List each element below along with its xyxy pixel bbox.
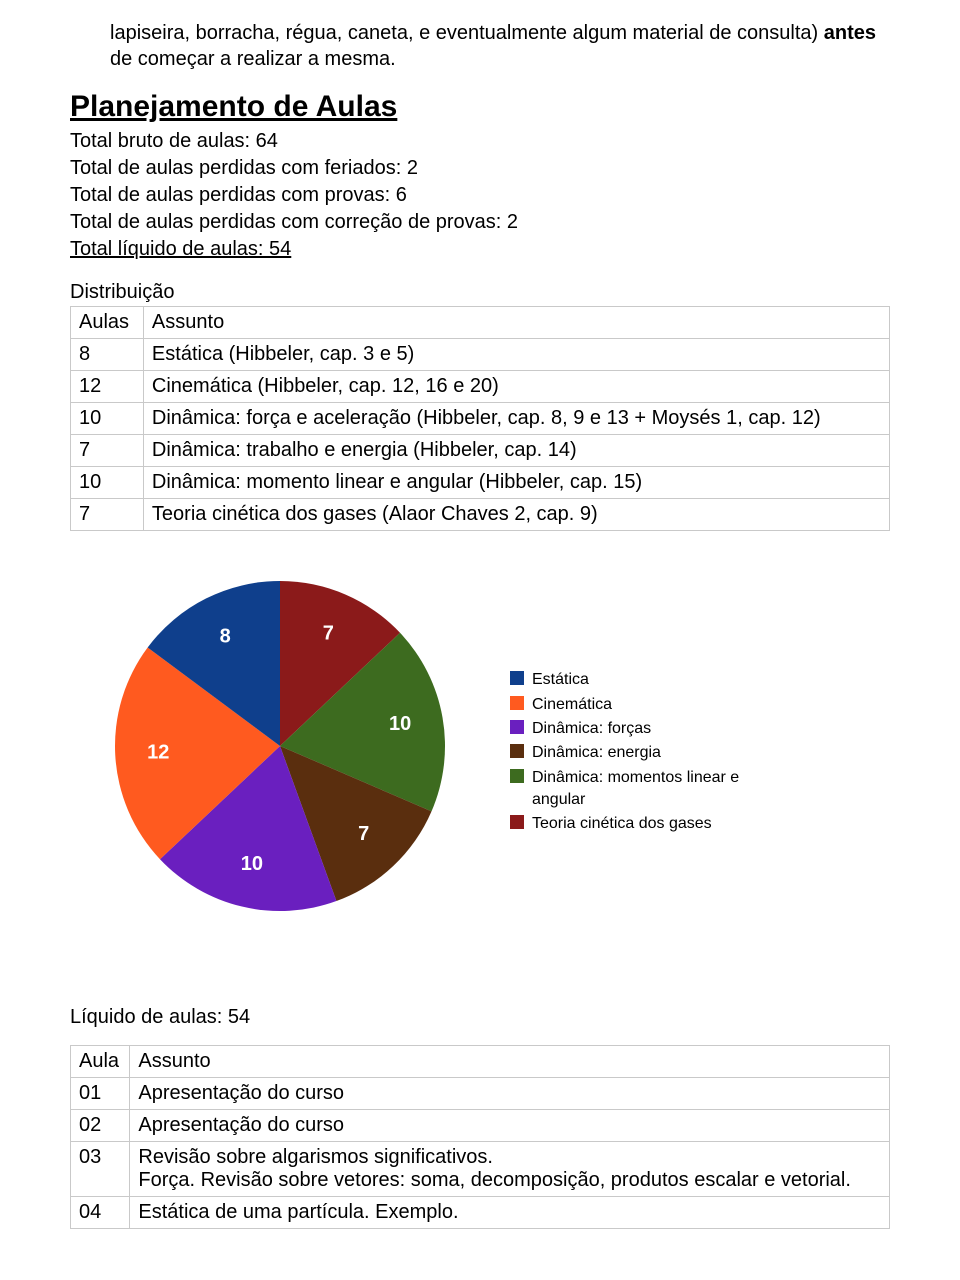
table-cell: Teoria cinética dos gases (Alaor Chaves …	[143, 499, 889, 531]
table-cell: 10	[71, 467, 144, 499]
pie-slice-label: 12	[147, 741, 169, 763]
legend-swatch	[510, 696, 524, 710]
pie-slice-label: 7	[358, 823, 369, 845]
section-title: Planejamento de Aulas	[70, 90, 890, 124]
intro-prefix: lapiseira, borracha, régua, caneta, e ev…	[110, 22, 824, 44]
totals-line: Total de aulas perdidas com correção de …	[70, 209, 890, 236]
table-cell: Dinâmica: força e aceleração (Hibbeler, …	[143, 403, 889, 435]
table-row: 12Cinemática (Hibbeler, cap. 12, 16 e 20…	[71, 371, 890, 403]
table-cell: 8	[71, 339, 144, 371]
table-body: 8Estática (Hibbeler, cap. 3 e 5)12Cinemá…	[71, 339, 890, 531]
table-cell: 7	[71, 435, 144, 467]
legend-label: Estática	[532, 669, 589, 691]
table-cell: Cinemática (Hibbeler, cap. 12, 16 e 20)	[143, 371, 889, 403]
legend-swatch	[510, 815, 524, 829]
totals-line: Total de aulas perdidas com provas: 6	[70, 182, 890, 209]
table-row: 8Estática (Hibbeler, cap. 3 e 5)	[71, 339, 890, 371]
distribuicao-table: AulasAssunto 8Estática (Hibbeler, cap. 3…	[70, 306, 890, 531]
legend-item: Estática	[510, 669, 772, 691]
legend-swatch	[510, 720, 524, 734]
table-row: 7Teoria cinética dos gases (Alaor Chaves…	[71, 499, 890, 531]
legend-item: Cinemática	[510, 694, 772, 716]
legend-label: Teoria cinética dos gases	[532, 813, 712, 835]
legend-swatch	[510, 769, 524, 783]
legend-item: Dinâmica: energia	[510, 742, 772, 764]
distribuicao-heading: Distribuição	[70, 281, 890, 304]
legend-label: Dinâmica: momentos linear e angular	[532, 767, 772, 812]
table-cell: Estática de uma partícula. Exemplo.	[130, 1197, 890, 1229]
legend-label: Cinemática	[532, 694, 612, 716]
legend-item: Dinâmica: forças	[510, 718, 772, 740]
document-page: lapiseira, borracha, régua, caneta, e ev…	[0, 0, 960, 1259]
table-cell: 10	[71, 403, 144, 435]
table-row: 04Estática de uma partícula. Exemplo.	[71, 1197, 890, 1229]
table-cell: Apresentação do curso	[130, 1078, 890, 1110]
chart-legend: EstáticaCinemáticaDinâmica: forçasDinâmi…	[510, 669, 772, 838]
table-header-cell: Aula	[71, 1046, 130, 1078]
intro-suffix: de começar a realizar a mesma.	[110, 48, 396, 70]
table-cell: Apresentação do curso	[130, 1110, 890, 1142]
liquido-text: Líquido de aulas: 54	[70, 1006, 890, 1029]
table-row: 02Apresentação do curso	[71, 1110, 890, 1142]
legend-item: Dinâmica: momentos linear e angular	[510, 767, 772, 812]
table-cell: 7	[71, 499, 144, 531]
pie-slice-label: 7	[323, 622, 334, 644]
table-cell: 03	[71, 1142, 130, 1197]
table-cell: Dinâmica: momento linear e angular (Hibb…	[143, 467, 889, 499]
pie-slice-label: 10	[241, 853, 263, 875]
table-cell: 02	[71, 1110, 130, 1142]
aulas-table: AulaAssunto 01Apresentação do curso02Apr…	[70, 1045, 890, 1229]
totals-block: Total bruto de aulas: 64Total de aulas p…	[70, 128, 890, 263]
table-header-cell: Assunto	[143, 307, 889, 339]
pie-chart: 7 10 7 10 12 8	[70, 561, 500, 946]
table-row: 10Dinâmica: momento linear e angular (Hi…	[71, 467, 890, 499]
legend-item: Teoria cinética dos gases	[510, 813, 772, 835]
legend-swatch	[510, 744, 524, 758]
intro-bold: antes	[824, 22, 876, 44]
intro-paragraph: lapiseira, borracha, régua, caneta, e ev…	[110, 20, 890, 72]
table-cell: 01	[71, 1078, 130, 1110]
totals-line: Total bruto de aulas: 64	[70, 128, 890, 155]
legend-swatch	[510, 671, 524, 685]
table-header-row: AulaAssunto	[71, 1046, 890, 1078]
pie-slice-label: 8	[220, 625, 231, 647]
table-header-cell: Aulas	[71, 307, 144, 339]
table-row: 10Dinâmica: força e aceleração (Hibbeler…	[71, 403, 890, 435]
totals-line: Total de aulas perdidas com feriados: 2	[70, 155, 890, 182]
table-row: 03Revisão sobre algarismos significativo…	[71, 1142, 890, 1197]
table-body: 01Apresentação do curso02Apresentação do…	[71, 1078, 890, 1229]
pie-svg: 7 10 7 10 12 8	[70, 561, 500, 941]
table-cell: 12	[71, 371, 144, 403]
pie-slice-label: 10	[389, 713, 411, 735]
table-row: 01Apresentação do curso	[71, 1078, 890, 1110]
table-header-row: AulasAssunto	[71, 307, 890, 339]
chart-container: 7 10 7 10 12 8 Estática CinemáticaDinâmica: fo…	[70, 561, 890, 946]
table-cell: Revisão sobre algarismos significativos.…	[130, 1142, 890, 1197]
table-header-cell: Assunto	[130, 1046, 890, 1078]
totals-line: Total líquido de aulas: 54	[70, 236, 890, 263]
legend-label: Dinâmica: energia	[532, 742, 661, 764]
table-cell: Estática (Hibbeler, cap. 3 e 5)	[143, 339, 889, 371]
table-row: 7Dinâmica: trabalho e energia (Hibbeler,…	[71, 435, 890, 467]
table-cell: 04	[71, 1197, 130, 1229]
table-cell: Dinâmica: trabalho e energia (Hibbeler, …	[143, 435, 889, 467]
legend-label: Dinâmica: forças	[532, 718, 651, 740]
